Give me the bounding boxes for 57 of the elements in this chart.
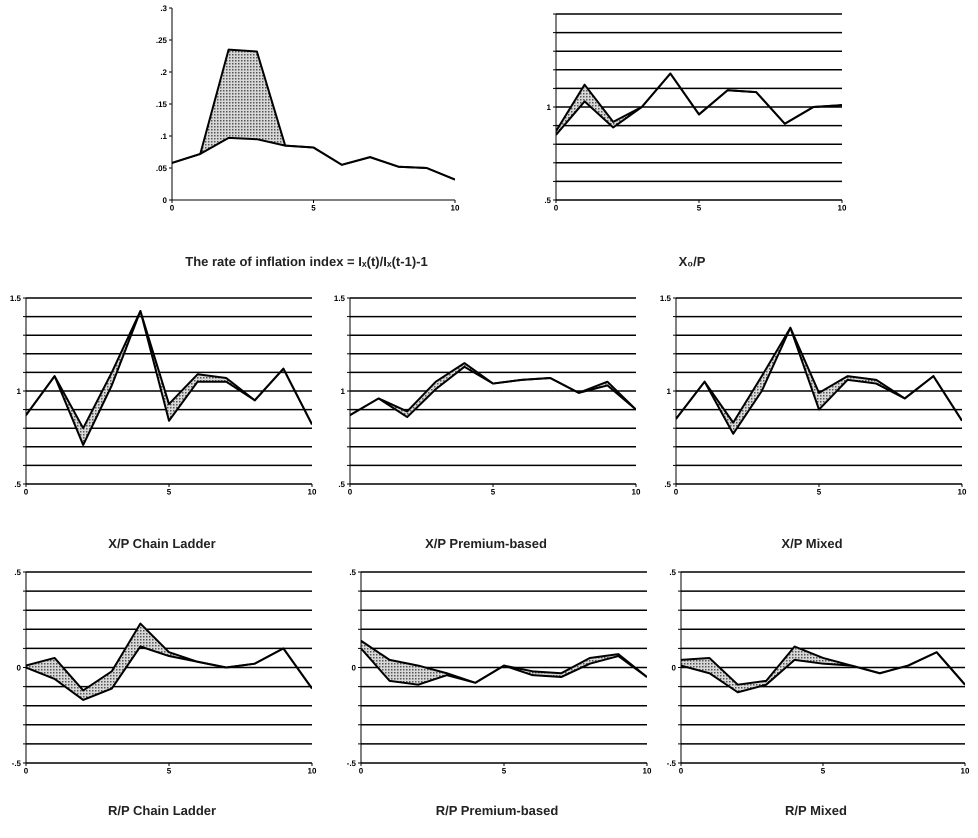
y-tick-label: .25 — [156, 36, 168, 45]
text: R/P Premium-based — [434, 803, 560, 818]
y-tick-label: 1.5 — [660, 294, 672, 303]
y-tick-label: .5 — [669, 568, 677, 577]
y-tick-label: .1 — [160, 132, 168, 141]
y-tick-label: 1 — [666, 386, 672, 396]
text: R/P Chain Ladder — [106, 803, 218, 818]
text: R/P Mixed — [784, 803, 848, 818]
y-tick-label: 1 — [340, 386, 346, 396]
x-tick-label: 10 — [960, 766, 970, 776]
y-tick-label: .15 — [156, 100, 168, 109]
y-tick-label: .3 — [160, 4, 168, 13]
y-tick-label: .5 — [14, 480, 22, 489]
y-tick-label: .5 — [14, 568, 22, 577]
y-tick-label: 1 — [16, 386, 22, 396]
text: X/P Premium-based — [424, 536, 548, 551]
x-tick-label: 5 — [820, 766, 826, 776]
y-tick-label: .5 — [349, 568, 357, 577]
y-tick-label: 1 — [546, 102, 552, 112]
x-tick-label: 5 — [490, 488, 496, 497]
x-tick-label: 0 — [24, 488, 29, 497]
x-tick-label: 10 — [450, 204, 460, 213]
x-tick-label: 5 — [816, 488, 822, 497]
x-tick-label: 10 — [958, 488, 967, 497]
x-tick-label: 0 — [678, 766, 684, 776]
x-tick-label: 5 — [502, 766, 507, 776]
y-tick-label: 0 — [352, 663, 357, 672]
x-tick-label: 10 — [308, 766, 317, 776]
x-tick-label: 0 — [24, 766, 29, 776]
x-tick-label: 0 — [170, 204, 175, 213]
x-tick-label: 5 — [166, 766, 172, 776]
x-tick-label: 10 — [642, 766, 652, 776]
y-tick-label: .5 — [338, 480, 346, 489]
y-tick-label: 1.5 — [334, 294, 346, 303]
y-tick-label: .5 — [544, 196, 552, 205]
x-tick-label: 10 — [308, 488, 317, 497]
y-tick-label: -.5 — [12, 758, 22, 768]
y-tick-label: .05 — [156, 164, 168, 173]
x-tick-label: 10 — [632, 488, 641, 497]
x-tick-label: 0 — [358, 766, 364, 776]
text: X/P Mixed — [780, 536, 844, 551]
y-tick-label: .5 — [664, 480, 672, 489]
x-tick-label: 5 — [696, 204, 702, 213]
y-tick-label: 0 — [16, 663, 22, 672]
text: X/P Chain Ladder — [107, 536, 217, 551]
x-tick-label: 10 — [838, 204, 847, 213]
text: X₀/P — [678, 254, 706, 269]
y-tick-label: -.5 — [346, 758, 357, 768]
y-tick-label: -.5 — [666, 758, 677, 768]
y-tick-label: 0 — [162, 196, 168, 205]
text: The rate of inflation index = Iₓ(t)/Iₓ(t-1)-1 — [184, 254, 429, 269]
x-tick-label: 0 — [554, 204, 559, 213]
y-tick-label: 1.5 — [10, 294, 22, 303]
x-tick-label: 5 — [166, 488, 172, 497]
y-tick-label: .2 — [160, 68, 168, 77]
y-tick-label: 0 — [672, 663, 677, 672]
x-tick-label: 5 — [311, 204, 316, 213]
